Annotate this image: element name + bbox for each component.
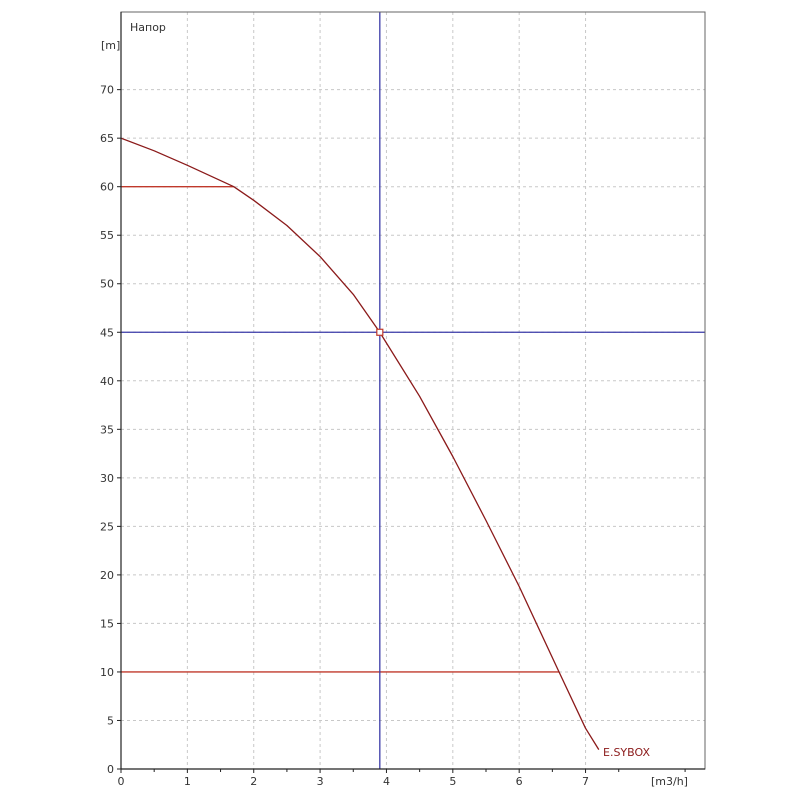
x-tick-label: 5	[449, 775, 456, 788]
y-tick-label: 30	[100, 472, 114, 485]
x-tick-label: 7	[582, 775, 589, 788]
x-tick-label: 2	[250, 775, 257, 788]
series-layer	[120, 137, 600, 750]
y-tick-label: 5	[107, 714, 114, 727]
y-axis-label: [m]	[101, 39, 120, 52]
y-tick-label: 35	[100, 423, 114, 436]
y-tick-label: 10	[100, 666, 114, 679]
x-tick-label: 6	[516, 775, 523, 788]
y-tick-label: 50	[100, 278, 114, 291]
series-label: E.SYBOX	[603, 746, 650, 759]
y-tick-label: 65	[100, 132, 114, 145]
chart-title: Напор	[130, 21, 166, 34]
y-tick-label: 60	[100, 181, 114, 194]
x-tick-label: 4	[383, 775, 390, 788]
y-tick-label: 15	[100, 617, 114, 630]
series-line	[120, 137, 600, 750]
reference-lines	[121, 12, 705, 769]
y-tick-label: 55	[100, 229, 114, 242]
axes	[117, 11, 706, 773]
y-tick-label: 45	[100, 326, 114, 339]
y-tick-label: 25	[100, 520, 114, 533]
y-tick-label: 0	[107, 763, 114, 776]
x-axis-label: [m3/h]	[651, 775, 688, 788]
x-tick-label: 0	[118, 775, 125, 788]
y-tick-label: 40	[100, 375, 114, 388]
x-tick-label: 1	[184, 775, 191, 788]
y-tick-label: 20	[100, 569, 114, 582]
y-tick-label: 70	[100, 84, 114, 97]
x-tick-label: 3	[317, 775, 324, 788]
operating-point-marker	[376, 328, 384, 336]
